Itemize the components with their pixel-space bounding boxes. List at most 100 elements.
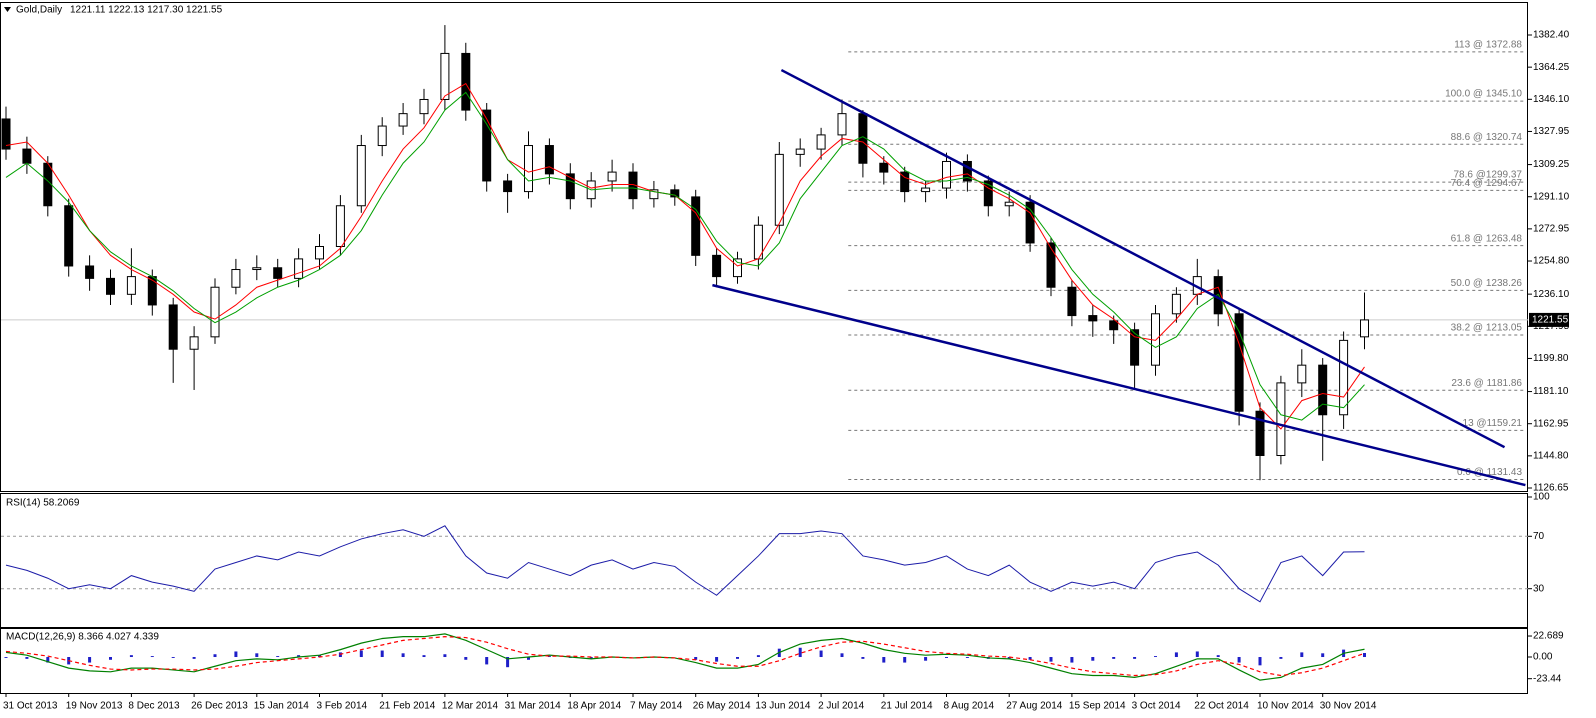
- ohlc-readout: 1221.11 1222.13 1217.30 1221.55: [70, 5, 223, 16]
- macd-line: [5, 636, 1365, 677]
- rsi-title: RSI(14) 58.2069: [6, 498, 80, 509]
- candle-body: [356, 145, 366, 207]
- macd-bar: [297, 655, 301, 658]
- x-tick-label: 31 Oct 2013: [3, 701, 58, 712]
- candle-body: [315, 245, 324, 260]
- y-tick-label: 1382.40: [1533, 30, 1570, 41]
- candle-body: [1130, 329, 1140, 366]
- fib-label: 78.6 @1299.37: [1453, 170, 1522, 181]
- fib-label: 61.8 @ 1263.48: [1451, 233, 1523, 244]
- macd-bar: [1070, 657, 1074, 663]
- last-price-tag: [1529, 312, 1569, 327]
- macd-panel-frame: [0, 628, 1528, 694]
- y-tick-label: 1126.65: [1533, 483, 1569, 494]
- y-tick-label: 1181.10: [1533, 386, 1569, 397]
- macd-bar: [464, 657, 468, 660]
- x-tick-label: 8 Dec 2013: [128, 701, 180, 712]
- y-tick-label: 1364.25: [1533, 62, 1570, 73]
- x-tick-label: 8 Aug 2014: [944, 701, 995, 712]
- macd-bar: [318, 655, 321, 658]
- candle-body: [544, 145, 554, 175]
- candle-body: [1025, 201, 1035, 244]
- x-tick-label: 7 May 2014: [630, 701, 683, 712]
- candle-body: [607, 171, 617, 182]
- candle-body: [189, 336, 199, 350]
- macd-bar: [1237, 657, 1241, 663]
- candle-body: [64, 205, 74, 267]
- x-tick-label: 30 Nov 2014: [1320, 701, 1377, 712]
- x-tick-label: 27 Aug 2014: [1006, 701, 1063, 712]
- x-tick-label: 2 Jul 2014: [818, 701, 865, 712]
- y-tick-label: 1327.95: [1533, 126, 1570, 137]
- x-tick-label: 19 Nov 2013: [66, 701, 123, 712]
- candle-body: [837, 113, 847, 136]
- macd-bar: [694, 657, 698, 660]
- macd-bar: [861, 657, 865, 659]
- candle-body: [1046, 242, 1056, 288]
- macd-bar: [1321, 653, 1325, 658]
- y-tick-label: 1309.25: [1533, 159, 1570, 170]
- macd-bar: [46, 657, 50, 663]
- macd-bar: [255, 653, 259, 658]
- macd-bar: [715, 657, 719, 662]
- x-tick-label: 12 Mar 2014: [442, 701, 499, 712]
- x-tick-label: 21 Feb 2014: [379, 701, 436, 712]
- macd-bar: [1300, 652, 1304, 658]
- macd-bar: [924, 657, 928, 661]
- candle-body: [168, 304, 178, 350]
- y-tick-label: 1272.95: [1533, 224, 1570, 235]
- macd-bar: [1007, 657, 1011, 659]
- y-tick-label: 1236.10: [1533, 289, 1570, 300]
- macd-bar: [840, 653, 844, 658]
- y-tick-label: 1291.10: [1533, 191, 1570, 202]
- macd-bar: [1216, 655, 1220, 658]
- candle-body: [461, 52, 471, 111]
- trendline: [780, 68, 1506, 449]
- candle-body: [1088, 315, 1098, 322]
- macd-bar: [359, 650, 363, 658]
- y-tick-label: 1254.80: [1533, 256, 1570, 267]
- candle-body: [649, 189, 659, 200]
- x-tick-label: 26 Dec 2013: [191, 701, 248, 712]
- candle-body: [774, 153, 784, 226]
- candle-body: [85, 265, 95, 279]
- candle-body: [106, 277, 115, 295]
- macd-bar: [1363, 652, 1366, 658]
- y-tick-label: 22.689: [1533, 631, 1564, 642]
- macd-bar: [171, 657, 175, 658]
- candle-body: [1255, 410, 1265, 457]
- moving-average: [5, 82, 1365, 430]
- candle-body: [879, 162, 889, 173]
- candle-body: [210, 286, 220, 338]
- macd-bar: [485, 657, 489, 665]
- candle-body: [1171, 293, 1181, 315]
- fib-label: 38.2 @ 1213.05: [1451, 323, 1523, 334]
- candle-body: [921, 187, 931, 193]
- candle-body: [1318, 364, 1328, 416]
- macd-bar: [213, 654, 217, 658]
- candle-body: [294, 258, 304, 279]
- candle-body: [900, 171, 910, 193]
- macd-bar: [1195, 651, 1199, 658]
- x-tick-label: 15 Sep 2014: [1069, 701, 1126, 712]
- macd-bar: [380, 650, 384, 658]
- moving-average: [5, 91, 1365, 421]
- x-tick-label: 15 Jan 2014: [254, 701, 309, 712]
- x-tick-label: 22 Oct 2014: [1194, 701, 1249, 712]
- macd-line: [5, 633, 1365, 681]
- rsi-line: [5, 525, 1365, 603]
- y-tick-label: 1199.80: [1533, 353, 1569, 364]
- candle-body: [440, 52, 450, 100]
- fib-label: 50.0 @ 1238.26: [1451, 278, 1523, 289]
- macd-bar: [945, 657, 948, 658]
- fib-label: 88.6 @ 1320.74: [1451, 132, 1523, 143]
- candle-body: [1067, 286, 1077, 317]
- macd-bar: [276, 656, 280, 658]
- macd-bar: [129, 655, 133, 658]
- candle-body: [942, 160, 951, 189]
- macd-bar: [965, 657, 969, 658]
- candle-body: [962, 160, 972, 182]
- macd-bar: [1133, 657, 1137, 659]
- y-tick-label: -23.44: [1533, 673, 1562, 684]
- macd-bar: [88, 657, 92, 663]
